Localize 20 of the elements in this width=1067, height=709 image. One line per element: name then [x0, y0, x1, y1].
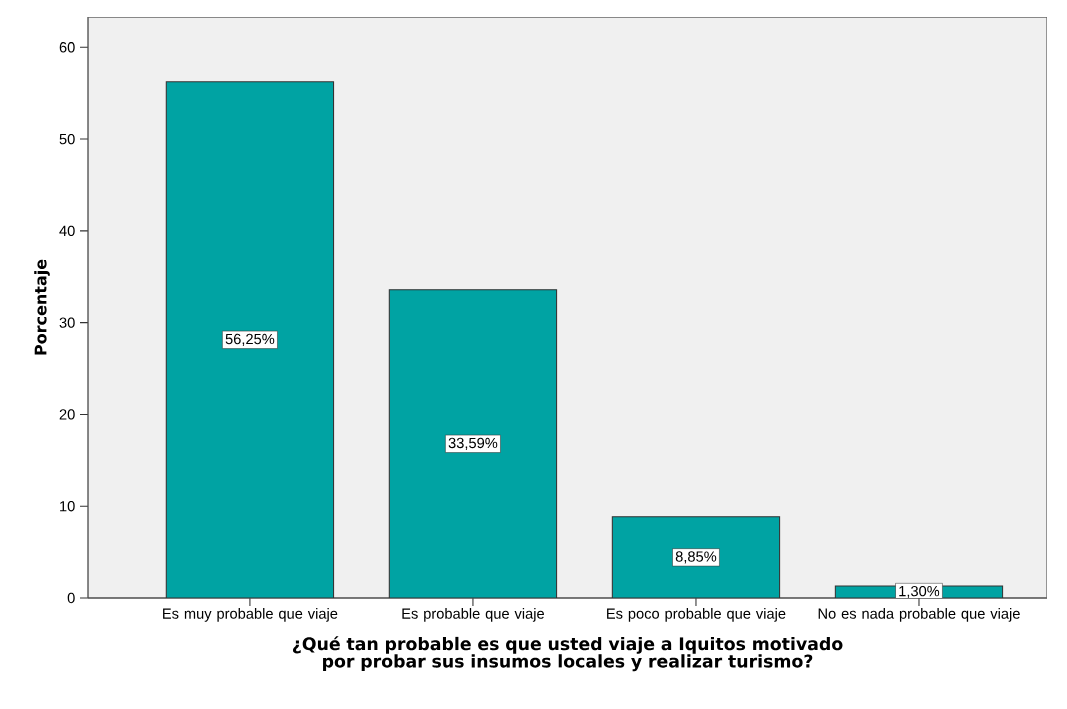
- data-label: 1,30%: [899, 585, 940, 599]
- bar: [165, 81, 335, 598]
- y-tick-label: 10: [60, 501, 75, 512]
- x-tick-label: Es poco probable que viaje: [607, 608, 786, 622]
- y-tick-label: 50: [59, 133, 75, 145]
- x-axis-title: ¿Qué tan probable es que usted viaje a Iquitos motivado por probar sus insumos locales y realizar turismo?: [292, 636, 843, 672]
- bar: [611, 516, 781, 598]
- x-tick-label: Es muy probable que viaje: [163, 608, 338, 622]
- x-tick-label: No es nada probable que viaje: [818, 608, 1020, 622]
- y-axis-title: Porcentaje: [34, 259, 50, 355]
- data-label: 8,85%: [675, 551, 717, 564]
- x-tick-label: Es probable que viaje: [402, 608, 544, 622]
- data-label: 33,59%: [448, 437, 498, 450]
- y-tick-label: 20: [59, 409, 75, 420]
- bar: [388, 289, 558, 598]
- data-label: 56,25%: [225, 333, 275, 346]
- y-tick-label: 60: [59, 42, 75, 53]
- y-tick-label: 0: [67, 592, 75, 604]
- y-tick-label: 30: [59, 317, 75, 328]
- y-tick-label: 40: [59, 225, 75, 237]
